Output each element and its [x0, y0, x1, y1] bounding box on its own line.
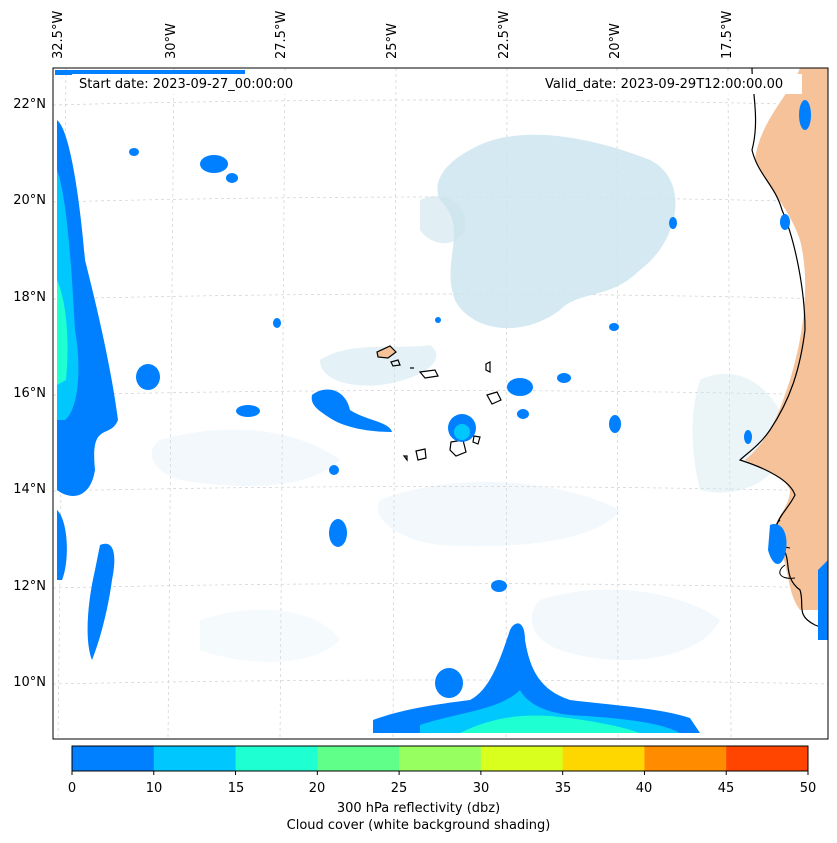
start-date-label: Start date: 2023-09-27_00:00:00 — [79, 77, 294, 92]
start-date-box — [72, 74, 310, 94]
colorbar-sublabel: Cloud cover (white background shading) — [286, 818, 551, 833]
cloud-cover — [151, 134, 790, 662]
colorbar-segment — [644, 746, 727, 771]
map-frame — [52, 67, 829, 740]
lon-label-32.5W: 32.5°W — [51, 10, 66, 59]
lon-label-22.5W: 22.5°W — [497, 10, 512, 59]
cb-tick-25: 25 — [390, 781, 408, 796]
cb-tick-30: 30 — [472, 781, 490, 796]
cb-tick-35: 35 — [554, 781, 572, 796]
valid-date-label: Valid_date: 2023-09-29T12:00:00.00 — [545, 77, 784, 92]
lon-label-25W: 25°W — [385, 23, 400, 59]
cb-tick-20: 20 — [308, 781, 326, 796]
lat-label-18N: 18°N — [13, 290, 46, 305]
africa-landmass — [745, 68, 828, 610]
colorbar-frame — [71, 745, 809, 772]
lon-label-30W: 30°W — [164, 23, 179, 59]
colorbar-segment — [235, 746, 318, 771]
colorbar-segment — [153, 746, 237, 771]
colorbar-segment — [72, 746, 155, 771]
lat-label-22N: 22°N — [13, 97, 46, 112]
lat-label-12N: 12°N — [13, 579, 46, 594]
lat-label-10N: 10°N — [13, 675, 46, 690]
cb-tick-40: 40 — [635, 781, 653, 796]
colorbar-segment — [562, 746, 645, 771]
cb-tick-45: 45 — [717, 781, 735, 796]
cb-tick-0: 0 — [67, 781, 77, 796]
lat-label-20N: 20°N — [13, 193, 46, 208]
colorbar-segment — [399, 746, 482, 771]
valid-date-box — [538, 74, 802, 94]
coastline — [738, 67, 829, 631]
colorbar — [71, 745, 809, 775]
cb-tick-10: 10 — [145, 781, 163, 796]
lon-label-20W: 20°W — [608, 23, 623, 59]
colorbar-segment — [480, 746, 564, 771]
graticule — [52, 67, 829, 740]
cape-verde-islands — [376, 345, 502, 462]
lon-label-27.5W: 27.5°W — [274, 10, 289, 59]
colorbar-segment — [726, 746, 809, 771]
reflectivity-patches — [55, 70, 828, 733]
lat-label-14N: 14°N — [13, 482, 46, 497]
cb-tick-15: 15 — [227, 781, 245, 796]
lat-label-16N: 16°N — [13, 386, 46, 401]
cb-tick-50: 50 — [799, 781, 817, 796]
colorbar-label: 300 hPa reflectivity (dbz) — [336, 801, 501, 816]
colorbar-segment — [317, 746, 400, 771]
lon-label-17.5W: 17.5°W — [720, 10, 735, 59]
